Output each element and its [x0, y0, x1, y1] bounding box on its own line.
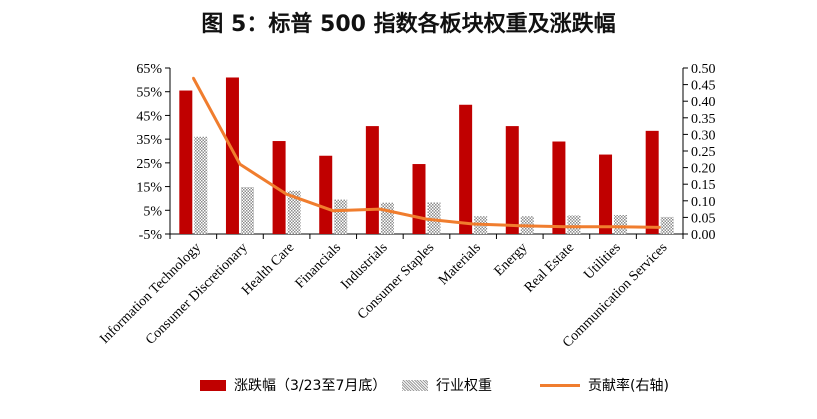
bar-change — [319, 155, 333, 234]
legend-swatch-change — [200, 379, 226, 391]
y-right-tick-label: 0.10 — [691, 195, 716, 210]
legend-item-weight: 行业权重 — [402, 373, 492, 397]
y-left-tick-label: 35% — [136, 133, 162, 148]
y-right-tick-label: 0.25 — [691, 145, 716, 160]
bar-weight — [287, 190, 301, 234]
legend-label-weight: 行业权重 — [436, 378, 492, 394]
legend-label-change: 涨跌幅（3/23至7月底） — [234, 378, 387, 394]
bar-change — [645, 130, 659, 234]
bar-weight — [380, 202, 394, 234]
point-contribution — [378, 207, 382, 211]
point-contribution — [238, 163, 242, 166]
y-right-tick-label: 0.35 — [691, 112, 716, 127]
bar-change — [272, 141, 286, 234]
y-right-tick-label: 0.45 — [691, 79, 716, 94]
chart-title: 图 5：标普 500 指数各板块权重及涨跌幅 — [201, 12, 616, 37]
y-right-tick-label: 0.30 — [691, 128, 716, 143]
x-category-label: Energy — [492, 240, 531, 279]
x-category-label: Financials — [293, 240, 344, 291]
point-contribution — [658, 226, 661, 229]
y-right-tick-label: 0.05 — [691, 211, 716, 226]
point-contribution — [471, 222, 475, 226]
y-left-tick-label: 5% — [143, 204, 162, 219]
y-right-tick-label: 0.50 — [691, 62, 716, 77]
chart-plot: 65%55%45%35%25%15%5%-5%0.500.450.400.350… — [97, 62, 716, 351]
bar-weight — [660, 216, 674, 234]
bar-change — [505, 126, 519, 234]
bar-change — [179, 90, 193, 235]
point-contribution — [565, 225, 568, 228]
legend-label-contribution: 贡献率(右轴) — [588, 378, 669, 394]
bar-weight — [567, 215, 581, 234]
bar-change — [365, 126, 379, 234]
point-contribution — [611, 225, 615, 228]
bar-weight — [240, 187, 254, 234]
line-contribution — [191, 77, 660, 229]
point-contribution — [192, 76, 195, 80]
point-contribution — [332, 209, 335, 212]
legend-swatch-weight — [402, 379, 428, 391]
legend-swatch-contribution — [540, 383, 580, 387]
bar-weight — [614, 215, 628, 234]
bar-change — [552, 141, 566, 234]
x-category-label: Real Estate — [522, 240, 577, 295]
x-category-label: Utilities — [581, 240, 624, 283]
bar-weight — [427, 202, 441, 234]
bar-change — [412, 164, 426, 234]
x-category-label: Materials — [436, 240, 484, 288]
point-contribution — [285, 192, 288, 196]
chart-legend: 涨跌幅（3/23至7月底） 行业权重 贡献率(右轴) — [0, 373, 817, 397]
point-contribution — [425, 217, 428, 221]
bar-weight — [334, 199, 348, 234]
bar-change — [459, 104, 473, 234]
bar-change — [225, 77, 239, 234]
legend-item-contribution: 贡献率(右轴) — [540, 373, 669, 397]
legend-item-change: 涨跌幅（3/23至7月底） — [200, 373, 386, 397]
y-right-tick-label: 0.15 — [691, 178, 716, 193]
y-right-tick-label: 0.20 — [691, 162, 716, 177]
bar-weight — [194, 136, 208, 234]
y-left-tick-label: 55% — [136, 86, 162, 101]
y-left-tick-label: 45% — [136, 109, 162, 124]
y-left-tick-label: 25% — [136, 157, 162, 172]
bar-change — [599, 154, 613, 234]
y-right-tick-label: 0.00 — [691, 228, 716, 243]
point-contribution — [518, 224, 521, 227]
y-left-tick-label: 65% — [136, 62, 162, 77]
y-left-tick-label: -5% — [139, 228, 163, 243]
y-left-tick-label: 15% — [136, 181, 162, 196]
y-right-tick-label: 0.40 — [691, 95, 716, 110]
